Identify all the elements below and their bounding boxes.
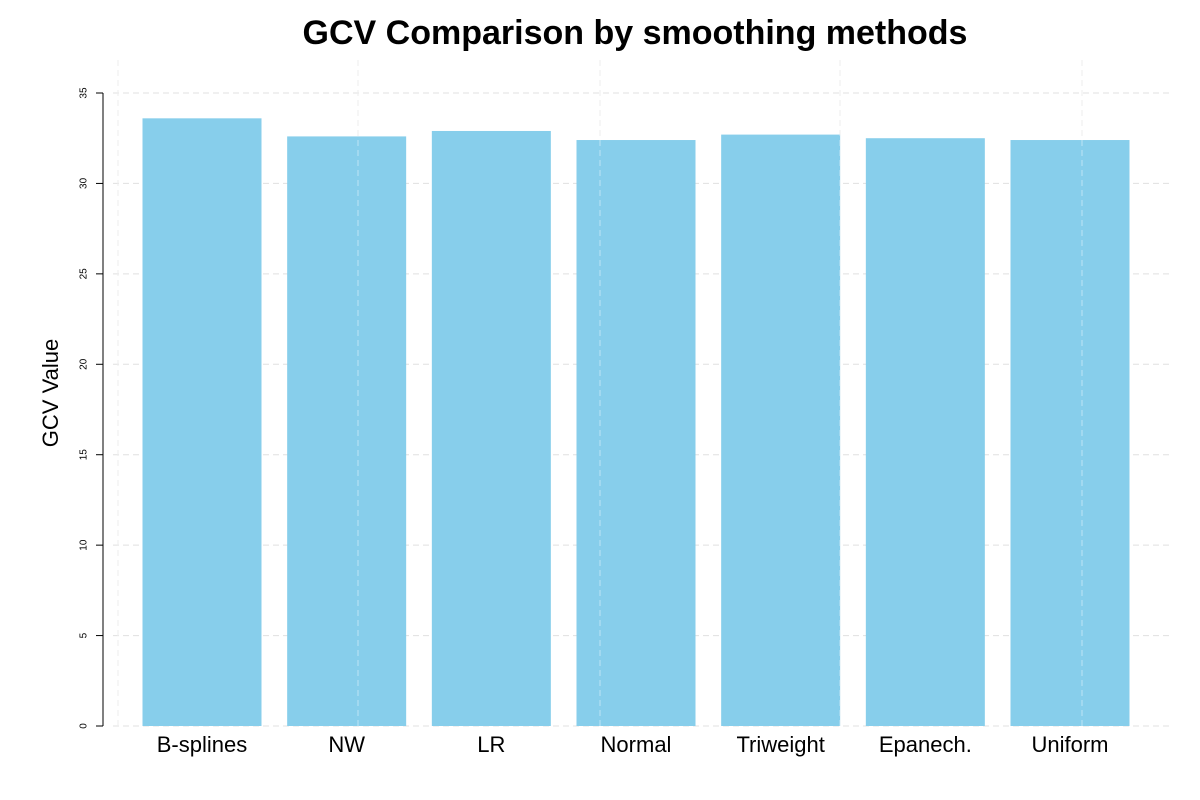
bar [431, 130, 551, 727]
y-axis: 0 5 10 15 20 25 30 35 [79, 87, 104, 729]
x-tick-label: Triweight [736, 732, 824, 757]
x-tick-label: B-splines [157, 732, 247, 757]
chart-title: GCV Comparison by smoothing methods [303, 14, 968, 52]
y-tick-label: 0 [79, 723, 90, 729]
bar [721, 134, 841, 726]
y-tick-label: 30 [79, 177, 90, 189]
y-axis-label: GCV Value [38, 339, 63, 447]
bars [117, 60, 1130, 727]
x-tick-label: LR [477, 732, 505, 757]
bar [1010, 140, 1130, 727]
y-tick-label: 20 [79, 358, 90, 370]
bar [287, 136, 407, 727]
y-tick-label: 15 [79, 449, 90, 461]
bar [865, 138, 985, 726]
y-tick-label: 5 [79, 632, 90, 638]
bar [142, 118, 262, 726]
y-tick-label: 35 [79, 87, 90, 99]
y-tick-label: 10 [79, 539, 90, 551]
bar [576, 140, 696, 727]
x-tick-label: Uniform [1031, 732, 1108, 757]
x-tick-label: NW [328, 732, 365, 757]
y-tick-label: 25 [79, 268, 90, 280]
x-tick-label: Epanech. [879, 732, 972, 757]
x-axis-ticks: B-splines NW LR Normal Triweight Epanech. Unif… [157, 732, 1109, 757]
x-tick-label: Normal [601, 732, 672, 757]
